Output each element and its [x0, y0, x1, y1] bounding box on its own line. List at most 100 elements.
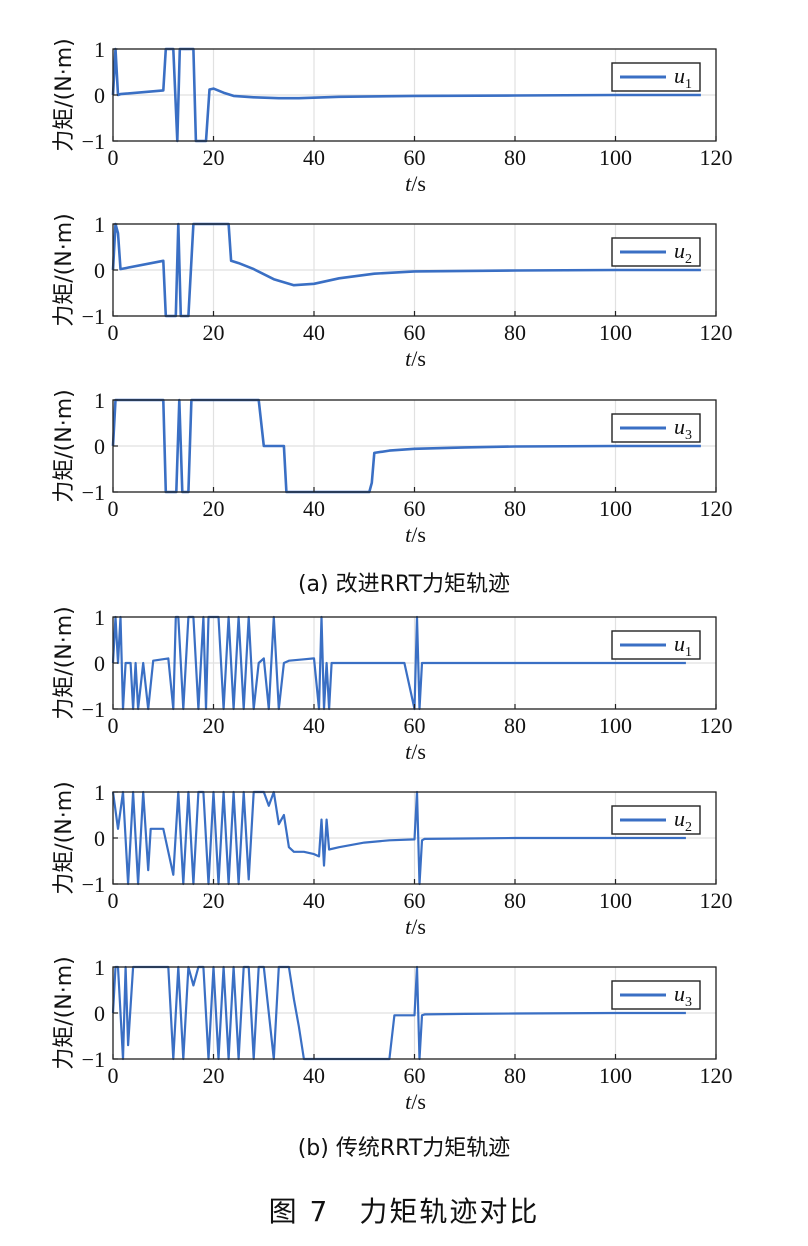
- y-tick-label: −1: [82, 697, 105, 722]
- legend-subscript: 1: [685, 645, 692, 660]
- y-axis-label: 力矩/(N·m): [52, 956, 77, 1069]
- x-axis-unit: /s: [411, 171, 426, 196]
- x-axis-label: t/s: [405, 346, 426, 371]
- y-tick-label: −1: [82, 480, 105, 505]
- x-tick-label: 0: [108, 1063, 119, 1088]
- x-tick-label: 20: [203, 320, 225, 345]
- y-tick-label: 1: [94, 388, 105, 413]
- x-tick-label: 80: [504, 1063, 526, 1088]
- legend-label: u2: [674, 238, 692, 267]
- x-tick-label: 20: [203, 888, 225, 913]
- legend-label: u2: [674, 806, 692, 835]
- legend: u3: [611, 980, 701, 1010]
- y-axis-label: 力矩/(N·m): [52, 781, 77, 894]
- x-tick-label: 40: [303, 496, 325, 521]
- y-tick-label: 0: [94, 83, 105, 108]
- x-tick-label: 0: [108, 145, 119, 170]
- legend-subscript: 2: [685, 820, 692, 835]
- x-tick-label: 120: [700, 888, 733, 913]
- x-tick-label: 100: [599, 1063, 632, 1088]
- x-axis-var: t: [405, 171, 412, 196]
- legend-subscript: 2: [685, 252, 692, 267]
- x-tick-label: 20: [203, 496, 225, 521]
- y-tick-label: −1: [82, 304, 105, 329]
- y-tick-label: −1: [82, 129, 105, 154]
- y-axis-label: 力矩/(N·m): [52, 38, 77, 151]
- x-tick-label: 60: [404, 888, 426, 913]
- x-tick-label: 60: [404, 496, 426, 521]
- x-tick-label: 40: [303, 1063, 325, 1088]
- y-tick-label: −1: [82, 872, 105, 897]
- x-tick-label: 0: [108, 496, 119, 521]
- x-axis-var: t: [405, 914, 412, 939]
- x-tick-label: 60: [404, 145, 426, 170]
- x-tick-label: 100: [599, 320, 632, 345]
- x-axis-unit: /s: [411, 739, 426, 764]
- legend: u1: [611, 62, 701, 92]
- x-tick-label: 80: [504, 496, 526, 521]
- series-line-u1: [111, 615, 686, 711]
- legend-var: u: [674, 414, 685, 439]
- y-tick-label: 0: [94, 651, 105, 676]
- y-tick-label: 0: [94, 434, 105, 459]
- y-tick-label: 1: [94, 212, 105, 237]
- x-tick-label: 80: [504, 713, 526, 738]
- x-tick-label: 120: [700, 496, 733, 521]
- y-tick-label: −1: [82, 1047, 105, 1072]
- legend-var: u: [674, 631, 685, 656]
- legend-subscript: 3: [685, 428, 692, 443]
- x-tick-label: 0: [108, 888, 119, 913]
- x-tick-label: 100: [599, 145, 632, 170]
- y-axis-label: 力矩/(N·m): [52, 389, 77, 502]
- x-tick-label: 20: [203, 713, 225, 738]
- y-tick-label: 0: [94, 826, 105, 851]
- x-tick-label: 120: [700, 1063, 733, 1088]
- x-axis-label: t/s: [405, 739, 426, 764]
- legend: u2: [611, 237, 701, 267]
- legend-label: u3: [674, 981, 692, 1010]
- x-tick-label: 120: [700, 145, 733, 170]
- x-axis-label: t/s: [405, 522, 426, 547]
- legend-label: u1: [674, 63, 692, 92]
- x-axis-unit: /s: [411, 914, 426, 939]
- y-axis-label: 力矩/(N·m): [52, 213, 77, 326]
- x-axis-var: t: [405, 522, 412, 547]
- legend: u3: [611, 413, 701, 443]
- legend-label: u3: [674, 414, 692, 443]
- x-tick-label: 20: [203, 1063, 225, 1088]
- x-axis-var: t: [405, 1089, 412, 1114]
- x-tick-label: 60: [404, 713, 426, 738]
- y-tick-label: 0: [94, 258, 105, 283]
- x-tick-label: 80: [504, 145, 526, 170]
- legend-subscript: 3: [685, 995, 692, 1010]
- legend-label: u1: [674, 631, 692, 660]
- legend-var: u: [674, 238, 685, 263]
- y-tick-label: 1: [94, 605, 105, 630]
- legend-subscript: 1: [685, 77, 692, 92]
- x-axis-unit: /s: [411, 346, 426, 371]
- legend-var: u: [674, 806, 685, 831]
- x-tick-label: 60: [404, 320, 426, 345]
- x-tick-label: 80: [504, 320, 526, 345]
- x-axis-label: t/s: [405, 171, 426, 196]
- x-axis-var: t: [405, 346, 412, 371]
- legend-var: u: [674, 63, 685, 88]
- x-tick-label: 20: [203, 145, 225, 170]
- x-tick-label: 100: [599, 496, 632, 521]
- x-tick-label: 40: [303, 145, 325, 170]
- x-tick-label: 120: [700, 713, 733, 738]
- legend-var: u: [674, 981, 685, 1006]
- legend: u2: [611, 805, 701, 835]
- figure-title: 图 7 力矩轨迹对比: [268, 1195, 540, 1228]
- x-tick-label: 100: [599, 713, 632, 738]
- y-tick-label: 0: [94, 1001, 105, 1026]
- x-tick-label: 60: [404, 1063, 426, 1088]
- subcaption-b: (b) 传统RRT力矩轨迹: [297, 1136, 511, 1161]
- x-tick-label: 100: [599, 888, 632, 913]
